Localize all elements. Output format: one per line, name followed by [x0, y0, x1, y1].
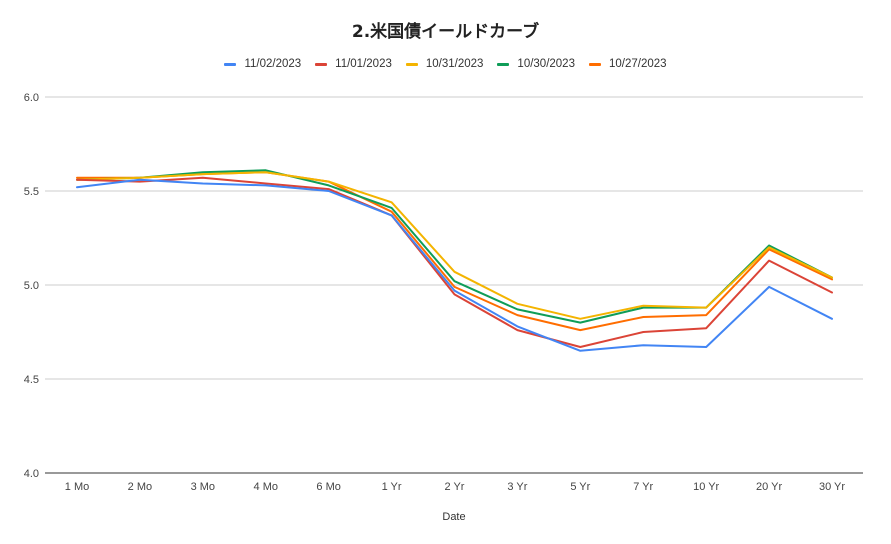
- legend-label: 10/30/2023: [517, 58, 575, 70]
- legend-item: 10/30/2023: [497, 58, 575, 70]
- legend-item: 10/31/2023: [405, 58, 484, 70]
- x-tick-label: 3 Yr: [507, 481, 527, 493]
- x-tick-label: 2 Yr: [445, 481, 465, 493]
- x-tick-label: 2 Mo: [128, 481, 152, 493]
- legend-label: 10/31/2023: [425, 58, 484, 70]
- y-tick-label: 4.5: [24, 374, 39, 386]
- series-line-10-31-2023: [76, 171, 833, 320]
- x-tick-label: 20 Yr: [756, 481, 782, 493]
- legend-swatch: [315, 62, 328, 66]
- series-line-10-27-2023: [76, 171, 833, 332]
- series-line-11-02-2023: [76, 178, 833, 352]
- legend-label: 11/02/2023: [244, 58, 302, 70]
- x-tick-label: 3 Mo: [191, 481, 215, 493]
- legend-label: 10/27/2023: [608, 58, 667, 70]
- x-tick-label: 6 Mo: [316, 481, 340, 493]
- legend: 11/02/2023 11/01/2023 10/31/2023 10/30/2023…: [0, 58, 891, 70]
- legend-swatch: [224, 62, 237, 66]
- legend-item: 11/02/2023: [224, 58, 301, 70]
- x-tick-label: 7 Yr: [633, 481, 653, 493]
- x-tick-label: 1 Yr: [382, 481, 402, 493]
- legend-item: 11/01/2023: [315, 58, 392, 70]
- x-tick-label: 5 Yr: [570, 481, 590, 493]
- legend-item: 10/27/2023: [588, 58, 667, 70]
- legend-label: 11/01/2023: [335, 58, 392, 70]
- x-tick-label: 1 Mo: [65, 481, 89, 493]
- y-tick-label: 5.5: [24, 186, 39, 198]
- x-tick-label: 4 Mo: [254, 481, 278, 493]
- x-tick-label: 30 Yr: [819, 481, 845, 493]
- x-tick-label: 10 Yr: [693, 481, 719, 493]
- legend-swatch: [405, 62, 418, 66]
- legend-swatch: [497, 62, 510, 66]
- chart-title: 2.米国債イールドカーブ: [351, 22, 540, 42]
- series-line-10-30-2023: [76, 169, 833, 324]
- y-tick-label: 5.0: [24, 280, 39, 292]
- y-tick-label: 4.0: [24, 468, 39, 480]
- y-tick-label: 6.0: [24, 92, 39, 104]
- x-axis-title: Date: [442, 511, 465, 523]
- legend-swatch: [588, 62, 601, 66]
- series-line-11-01-2023: [76, 176, 833, 348]
